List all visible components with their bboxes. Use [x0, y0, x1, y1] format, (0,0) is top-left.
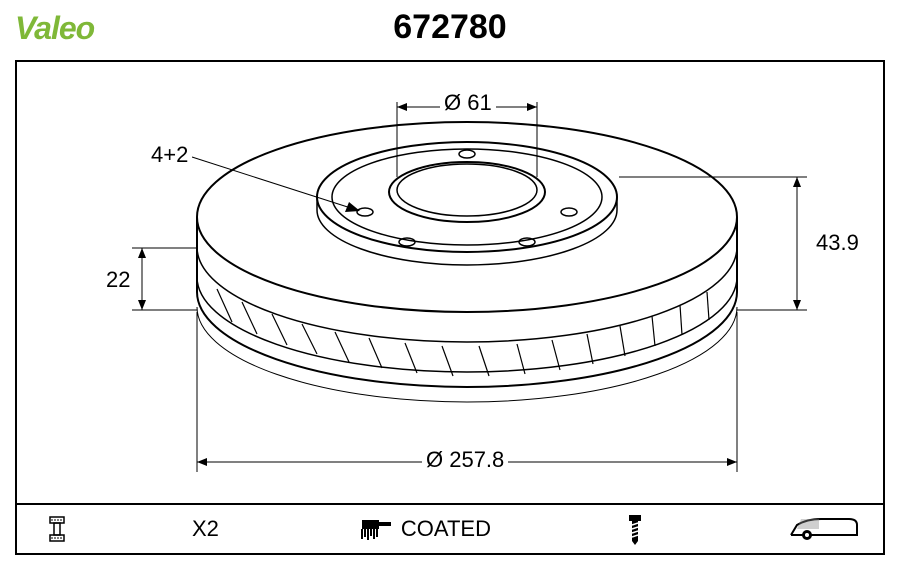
dim-outer-diameter: Ø 257.8	[422, 447, 508, 473]
quantity-label: X2	[192, 516, 219, 542]
coating-label: COATED	[401, 516, 491, 542]
car-front-icon	[789, 515, 859, 543]
brand-logo: Valeo	[15, 10, 94, 47]
bottom-info-bar: X2 COATED	[17, 503, 883, 553]
diagram-area: Ø 61 4+2 22 43.9 Ø 257.8	[17, 62, 883, 503]
brush-icon	[359, 515, 393, 543]
dim-center-bore: Ø 61	[440, 90, 496, 116]
disc-section-icon	[42, 514, 72, 544]
dim-thickness: 22	[102, 267, 134, 293]
diagram-frame: Ø 61 4+2 22 43.9 Ø 257.8 X2	[15, 60, 885, 555]
screw-icon	[621, 513, 649, 545]
dim-height: 43.9	[812, 230, 863, 256]
dim-holes: 4+2	[147, 142, 192, 168]
brake-disc-diagram	[17, 62, 887, 502]
part-number: 672780	[393, 8, 506, 47]
